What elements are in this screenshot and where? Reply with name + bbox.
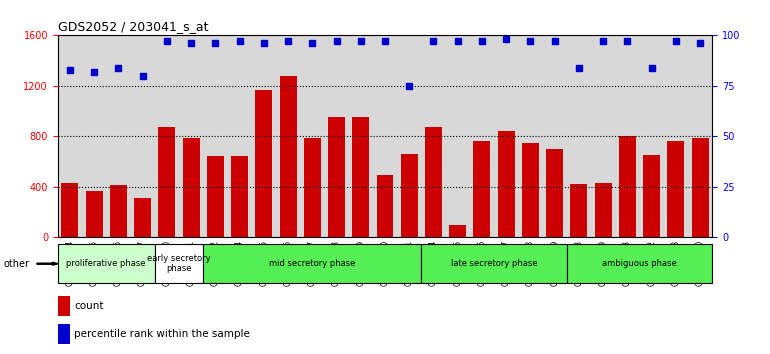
Bar xyxy=(546,149,563,237)
Text: other: other xyxy=(4,259,30,269)
Bar xyxy=(474,141,490,237)
Bar xyxy=(300,35,324,237)
Bar xyxy=(328,118,345,237)
Bar xyxy=(668,141,685,237)
Bar xyxy=(567,35,591,237)
Bar xyxy=(397,35,421,237)
Bar xyxy=(543,35,567,237)
Text: GDS2052 / 203041_s_at: GDS2052 / 203041_s_at xyxy=(58,20,208,33)
Bar xyxy=(494,35,518,237)
Bar xyxy=(58,324,69,344)
Text: mid secretory phase: mid secretory phase xyxy=(269,259,356,268)
Bar xyxy=(640,35,664,237)
Bar xyxy=(594,183,611,237)
Bar xyxy=(207,156,224,237)
Bar xyxy=(203,244,421,283)
Bar xyxy=(85,190,102,237)
Bar xyxy=(349,35,373,237)
Bar xyxy=(377,175,393,237)
Text: percentile rank within the sample: percentile rank within the sample xyxy=(74,330,250,339)
Bar xyxy=(643,155,660,237)
Bar xyxy=(106,35,130,237)
Bar xyxy=(421,35,446,237)
Bar xyxy=(276,35,300,237)
Bar xyxy=(691,138,708,237)
Text: proliferative phase: proliferative phase xyxy=(66,259,146,268)
Bar xyxy=(134,198,151,237)
Bar xyxy=(252,35,276,237)
Bar xyxy=(425,127,442,237)
Bar xyxy=(203,35,227,237)
Bar xyxy=(231,156,248,237)
Bar xyxy=(82,35,106,237)
Bar xyxy=(280,76,296,237)
Bar xyxy=(182,138,199,237)
Bar xyxy=(497,131,514,237)
Bar xyxy=(155,244,203,283)
Bar xyxy=(58,296,69,316)
Bar xyxy=(591,35,615,237)
Bar xyxy=(615,35,640,237)
Bar xyxy=(449,224,466,237)
Bar xyxy=(58,244,155,283)
Bar xyxy=(373,35,397,237)
Text: count: count xyxy=(74,301,104,311)
Text: late secretory phase: late secretory phase xyxy=(450,259,537,268)
Bar xyxy=(688,35,712,237)
Bar xyxy=(159,127,176,237)
Bar xyxy=(62,183,79,237)
Bar xyxy=(324,35,349,237)
Bar xyxy=(518,35,543,237)
Bar xyxy=(179,35,203,237)
Text: early secretory
phase: early secretory phase xyxy=(147,254,211,273)
Bar xyxy=(567,244,712,283)
Bar xyxy=(421,244,567,283)
Bar xyxy=(353,118,370,237)
Bar xyxy=(58,35,82,237)
Bar xyxy=(664,35,688,237)
Bar xyxy=(470,35,494,237)
Text: ambiguous phase: ambiguous phase xyxy=(602,259,677,268)
Bar xyxy=(256,90,273,237)
Bar xyxy=(400,154,417,237)
Bar xyxy=(110,185,127,237)
Bar xyxy=(155,35,179,237)
Bar xyxy=(130,35,155,237)
Bar xyxy=(304,138,321,237)
Bar xyxy=(227,35,252,237)
Bar xyxy=(619,136,636,237)
Bar xyxy=(446,35,470,237)
Bar xyxy=(522,143,539,237)
Bar xyxy=(571,184,588,237)
